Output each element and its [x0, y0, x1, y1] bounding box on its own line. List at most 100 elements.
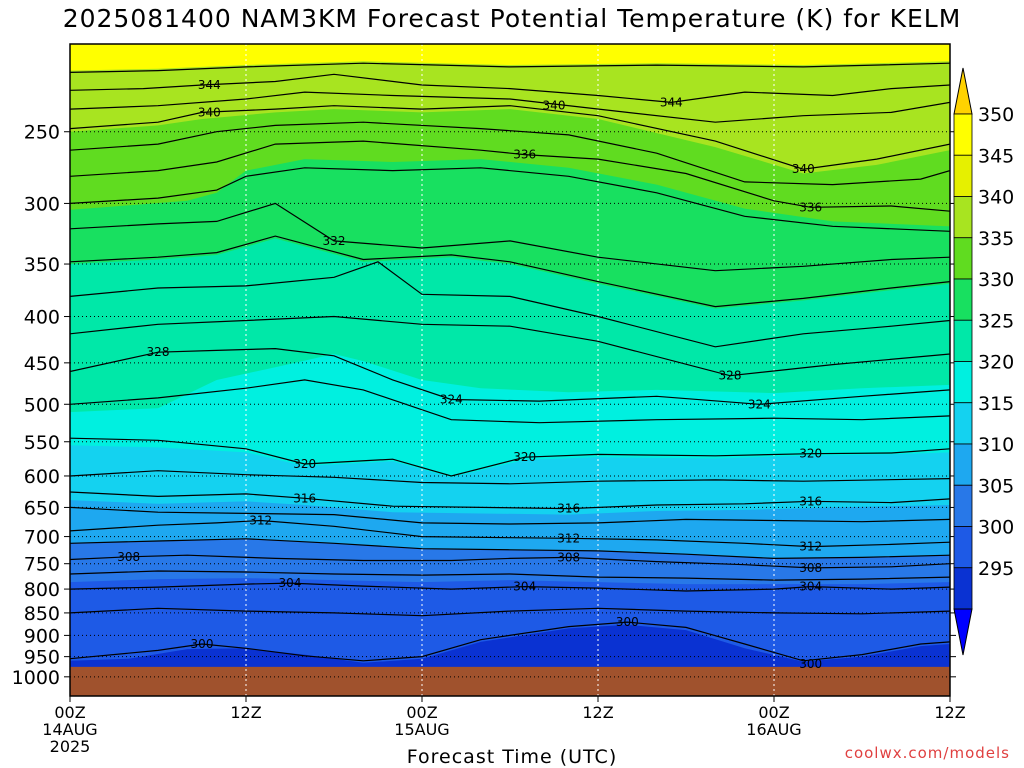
- y-tick-label-250: 250: [24, 122, 60, 144]
- colorbar-bottom-arrow: [953, 608, 973, 656]
- y-tick-label-900: 900: [24, 625, 60, 647]
- chart-title: 2025081400 NAM3KM Forecast Potential Tem…: [62, 4, 962, 33]
- contour-label-328: 328: [147, 345, 170, 359]
- contour-label-316: 316: [293, 491, 316, 505]
- contour-label-312: 312: [249, 514, 272, 528]
- x-tick-label-48-0: 00Z: [758, 703, 789, 722]
- contour-line-300: [70, 621, 950, 662]
- y-tick-label-450: 450: [24, 353, 60, 375]
- contour-line-336: [70, 140, 950, 212]
- x-tick-label-48-1: 16AUG: [746, 720, 801, 739]
- plot-frame: [69, 43, 951, 697]
- contour-line-302: [70, 607, 950, 617]
- credit-text: coolwx.com/models: [844, 744, 1010, 762]
- colorbar-box: [953, 567, 973, 610]
- x-tick-label-0-2: 2025: [50, 737, 91, 756]
- x-tick-label-60-0: 12Z: [934, 703, 965, 722]
- y-tick-label-950: 950: [24, 647, 60, 669]
- y-tick-label-300: 300: [24, 193, 60, 215]
- contour-label-332: 332: [323, 234, 346, 248]
- contour-labels: 344 344 340 340 340 336 336 332 328 328 324 324 320 3…: [117, 78, 822, 671]
- axes: [64, 43, 956, 702]
- contour-label-300: 300: [191, 637, 214, 651]
- y-tick-label-850: 850: [24, 603, 60, 625]
- y-tick-label-500: 500: [24, 394, 60, 416]
- contour-label-308: 308: [799, 561, 822, 575]
- contour-line-316: [70, 491, 950, 510]
- contour-label-300: 300: [799, 657, 822, 671]
- y-tick-labels: 2503003504004505005506006507007508008509…: [12, 122, 60, 689]
- ground-layer: [70, 666, 950, 696]
- contour-label-344: 344: [198, 78, 221, 92]
- colorbar-label-335: 335: [978, 228, 1014, 250]
- colorbar-label-295: 295: [978, 558, 1014, 580]
- contour-line-340: [70, 105, 950, 170]
- contour-label-336: 336: [799, 200, 822, 214]
- contour-label-304: 304: [279, 576, 302, 590]
- x-tick-label-0-0: 00Z: [54, 703, 85, 722]
- contour-line-320: [70, 437, 950, 477]
- contour-line-322: [70, 379, 950, 424]
- contour-line-342: [70, 91, 950, 123]
- y-tick-label-550: 550: [24, 432, 60, 454]
- contour-line-330: [70, 235, 950, 308]
- contour-label-300: 300: [616, 615, 639, 629]
- contour-label-320: 320: [799, 447, 822, 461]
- colorbar-box: [953, 484, 973, 527]
- x-tick-label-24-1: 15AUG: [394, 720, 449, 739]
- fill-band-below-295: [70, 696, 950, 714]
- y-tick-label-700: 700: [24, 527, 60, 549]
- contour-label-308: 308: [557, 550, 580, 564]
- colorbar-label-330: 330: [978, 269, 1014, 291]
- colorbar-label-325: 325: [978, 310, 1014, 332]
- colorbar: 295 300 305 310 315 320 325 330 335 340 345 350: [953, 67, 1014, 656]
- contour-label-316: 316: [799, 494, 822, 508]
- contour-label-320: 320: [293, 457, 316, 471]
- colorbar-label-320: 320: [978, 352, 1014, 374]
- contour-label-320: 320: [513, 450, 536, 464]
- contour-label-340: 340: [198, 105, 221, 119]
- contour-line-308: [70, 554, 950, 569]
- contour-line-328: [70, 261, 950, 348]
- colorbar-box: [953, 154, 973, 197]
- colorbar-box: [953, 361, 973, 404]
- x-tick-label-24-0: 00Z: [406, 703, 437, 722]
- contour-line-326: [70, 315, 950, 377]
- contour-line-314: [70, 506, 950, 525]
- colorbar-box: [953, 278, 973, 321]
- contour-line-306: [70, 570, 950, 581]
- contour-line-310: [70, 538, 950, 560]
- colorbar-box: [953, 237, 973, 280]
- colorbar-label-345: 345: [978, 145, 1014, 167]
- colorbar-label-300: 300: [978, 517, 1014, 539]
- contour-line-334: [70, 167, 950, 232]
- contour-label-308: 308: [117, 550, 140, 564]
- colorbar-top-arrow: [953, 67, 973, 115]
- y-tick-label-350: 350: [24, 254, 60, 276]
- colorbar-box: [953, 402, 973, 445]
- colorbar-label-305: 305: [978, 475, 1014, 497]
- temperature-fill-layer: [70, 44, 950, 714]
- contour-line-344: [70, 73, 950, 104]
- y-tick-label-650: 650: [24, 497, 60, 519]
- contour-label-324: 324: [748, 397, 771, 411]
- y-tick-label-1000: 1000: [12, 667, 60, 689]
- contour-line-324: [70, 347, 950, 405]
- contour-line-318: [70, 470, 950, 485]
- contour-label-328: 328: [719, 369, 742, 383]
- contour-label-316: 316: [557, 502, 580, 516]
- contour-label-340: 340: [543, 99, 566, 113]
- x-tick-label-36-0: 12Z: [582, 703, 613, 722]
- colorbar-box: [953, 113, 973, 156]
- x-tick-label-0-1: 14AUG: [42, 720, 97, 739]
- colorbar-box: [953, 526, 973, 569]
- contour-label-324: 324: [440, 393, 463, 407]
- contour-line-338: [70, 121, 950, 186]
- x-axis-label: Forecast Time (UTC): [406, 746, 618, 768]
- colorbar-label-350: 350: [978, 104, 1014, 126]
- contour-label-304: 304: [799, 580, 822, 594]
- contour-line-304: [70, 582, 950, 592]
- colorbar-box: [953, 443, 973, 486]
